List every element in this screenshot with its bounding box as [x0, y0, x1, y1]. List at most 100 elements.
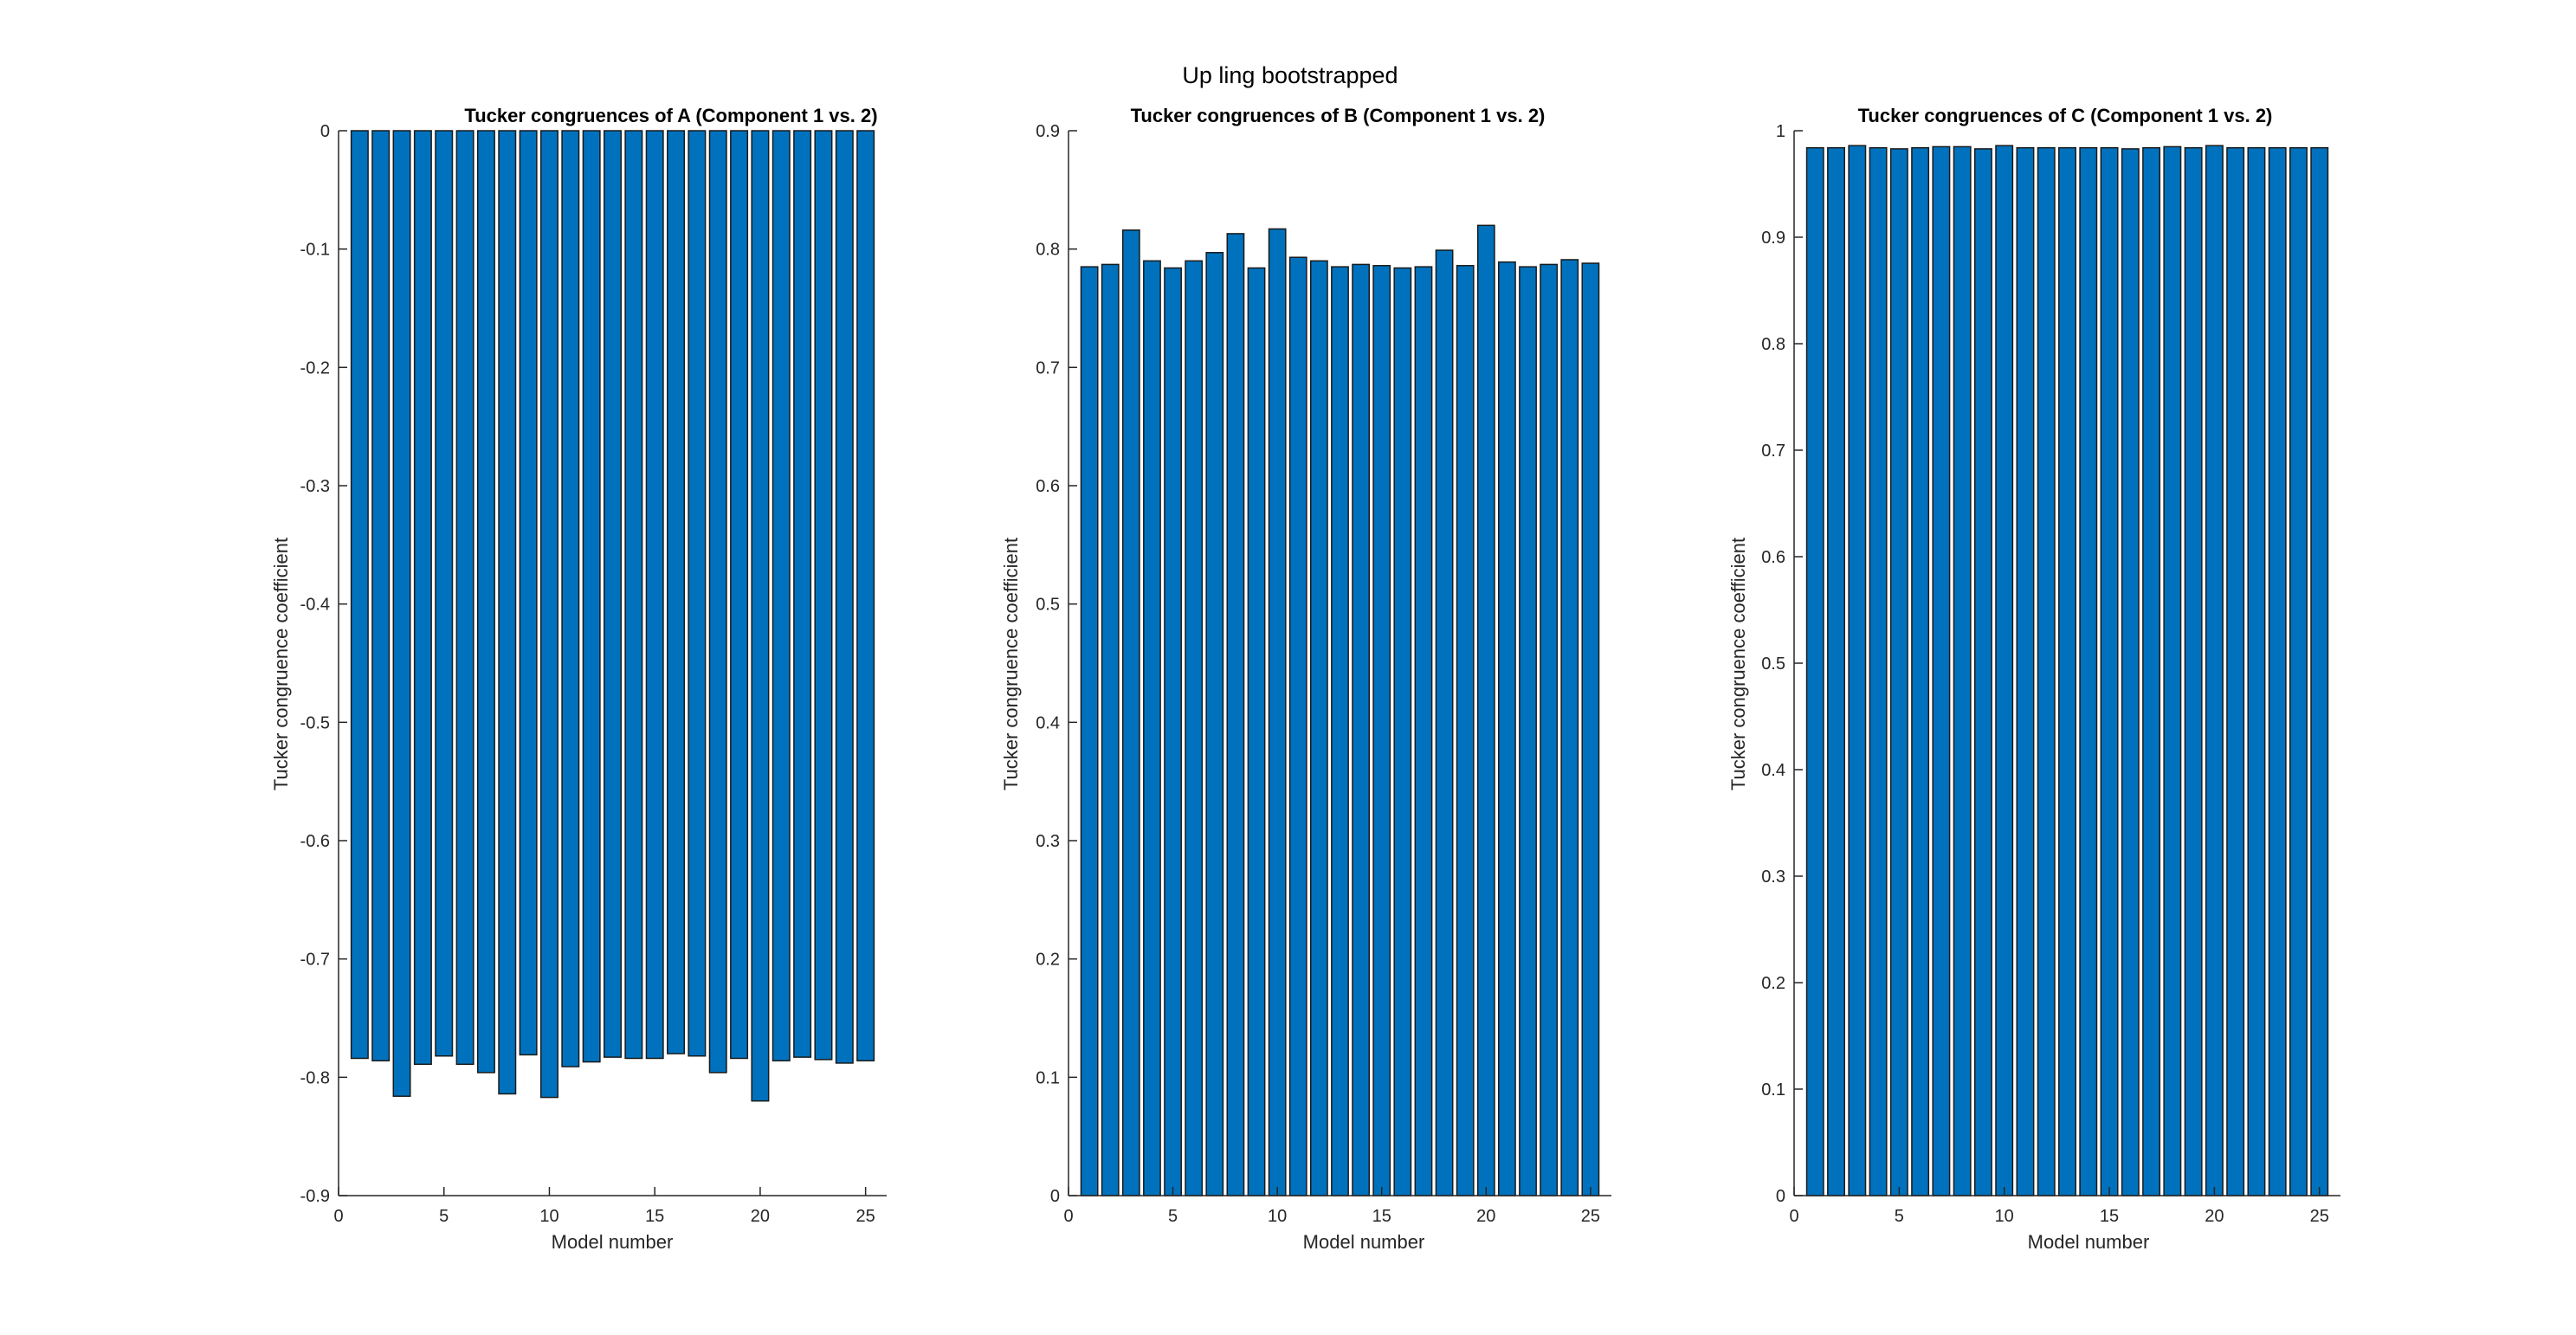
subplot-c-ytick-label: 0.4 [1761, 761, 1785, 780]
figure-title: Up ling bootstrapped [1182, 62, 1398, 88]
subplot-b: Tucker congruences of B (Component 1 vs.… [1000, 105, 1611, 1253]
subplot-a-ytick-label: -0.2 [300, 358, 330, 377]
subplot-a-bar-24 [835, 130, 854, 1064]
subplot-a-bar-4 [413, 130, 432, 1066]
subplot-b-bar-8 [1226, 233, 1245, 1196]
subplot-a-bar-5 [435, 130, 454, 1057]
subplot-a-plot: -0.9 -0.8 -0.7 -0.6 -0.5 -0.4 -0.3 -0.2 -0.1 0 0 5 1… [300, 122, 887, 1226]
subplot-a-xtick-label: 15 [645, 1207, 664, 1226]
subplot-c-ytick-label: 0.1 [1761, 1080, 1785, 1100]
subplot-a-bar-13 [604, 130, 622, 1058]
subplot-a-ytick-label: -0.3 [300, 477, 330, 496]
subplot-b-bar-6 [1185, 260, 1204, 1196]
subplot-a-bar-25 [856, 130, 875, 1061]
subplot-a-bar-17 [688, 130, 707, 1057]
subplot-c-bar-7 [1932, 145, 1951, 1196]
subplot-b-xtick-label: 5 [1168, 1207, 1178, 1226]
subplot-a-xtick-label: 20 [751, 1207, 770, 1226]
subplot-b-ytick-label: 0.6 [1036, 477, 1060, 496]
subplot-c-bar-19 [2184, 146, 2203, 1196]
subplot-b-xtick-label: 15 [1372, 1207, 1391, 1226]
subplot-c-bar-6 [1911, 146, 1930, 1196]
subplot-b-bar-5 [1164, 267, 1182, 1196]
subplot-b-plot: 0 0.1 0.2 0.3 0.4 0.5 0.6 0.7 0.8 0.9 0 5 10 15 20 25 [1036, 122, 1611, 1226]
subplot-b-title: Tucker congruences of B (Component 1 vs.… [1131, 105, 1546, 126]
subplot-a-bar-11 [561, 130, 580, 1067]
subplot-a-ytick-label: 0 [320, 122, 330, 141]
subplot-c-xtick-label: 0 [1789, 1207, 1798, 1226]
subplot-a-bar-3 [392, 130, 411, 1097]
subplot-c-bar-20 [2205, 145, 2224, 1196]
subplot-b-ytick-label: 0 [1050, 1187, 1060, 1206]
subplot-a-bar-14 [624, 130, 643, 1060]
subplot-b-bar-24 [1560, 259, 1579, 1196]
subplot-b-xtick-label: 0 [1063, 1207, 1073, 1226]
subplot-b-bar-9 [1247, 267, 1266, 1196]
subplot-b-bar-1 [1080, 266, 1099, 1196]
subplot-c-bar-21 [2226, 146, 2245, 1196]
subplot-b-bar-12 [1309, 260, 1328, 1196]
subplot-c-ytick-label: 0.8 [1761, 335, 1785, 354]
subplot-b-bar-11 [1288, 256, 1307, 1196]
subplot-c-xtick-label: 10 [1995, 1207, 2014, 1226]
subplot-a-ytick-label: -0.1 [300, 241, 330, 260]
subplot-b-bar-10 [1268, 228, 1287, 1196]
subplot-a-ytick-label: -0.8 [300, 1068, 330, 1087]
subplot-c-xlabel: Model number [2028, 1231, 2150, 1253]
subplot-a-ytick-label: -0.7 [300, 951, 330, 970]
subplot-a-ytick-label: -0.6 [300, 832, 330, 851]
subplot-b-bar-20 [1476, 224, 1495, 1196]
subplot-a-bar-23 [814, 130, 833, 1061]
subplot-a-bar-7 [476, 130, 495, 1074]
subplot-b-xtick-label: 25 [1581, 1207, 1600, 1226]
subplot-c-bar-5 [1889, 148, 1908, 1196]
subplot-c-bar-11 [2016, 146, 2035, 1196]
subplot-a-bar-18 [708, 130, 727, 1074]
subplot-c-ytick-label: 0 [1776, 1187, 1785, 1206]
subplot-b-bar-18 [1435, 249, 1454, 1196]
subplot-c-bar-14 [2079, 146, 2098, 1196]
subplot-c-bar-3 [1848, 145, 1867, 1196]
subplot-a-xtick-label: 0 [333, 1207, 343, 1226]
subplot-c-bar-18 [2163, 145, 2182, 1196]
subplot-c-bar-23 [2268, 146, 2287, 1196]
subplot-c-bar-17 [2142, 146, 2161, 1196]
subplot-b-ytick-label: 0.2 [1036, 951, 1060, 970]
subplot-b-ytick-label: 0.8 [1036, 241, 1060, 260]
subplot-b-bar-22 [1519, 266, 1537, 1196]
subplot-c-ytick-label: 0.5 [1761, 655, 1785, 674]
subplot-a-bar-15 [645, 130, 664, 1060]
subplot-b-xtick-label: 20 [1476, 1207, 1495, 1226]
subplot-b-bar-4 [1143, 260, 1161, 1196]
subplot-a-title: Tucker congruences of A (Component 1 vs.… [464, 105, 877, 126]
subplot-c-bar-16 [2121, 148, 2140, 1196]
subplot-a-xtick-label: 5 [439, 1207, 449, 1226]
subplot-c-bar-12 [2037, 146, 2056, 1196]
subplot-b-bar-25 [1581, 262, 1600, 1196]
subplot-a-bar-8 [498, 130, 517, 1095]
subplot-c-ytick-label: 0.2 [1761, 974, 1785, 993]
subplot-c-bar-9 [1973, 148, 1992, 1196]
subplot-a-bar-22 [793, 130, 812, 1058]
subplot-b-ylabel: Tucker congruence coefficient [1000, 538, 1022, 790]
subplot-c-bar-10 [1995, 145, 2014, 1196]
subplot-c-bar-22 [2247, 146, 2266, 1196]
subplot-c-bar-4 [1869, 146, 1888, 1196]
subplot-c-ytick-label: 0.3 [1761, 867, 1785, 887]
subplot-c-bar-8 [1953, 145, 1972, 1196]
subplot-a-bar-20 [751, 130, 770, 1102]
subplot-b-ytick-label: 0.5 [1036, 596, 1060, 615]
subplot-c-xtick-label: 15 [2100, 1207, 2119, 1226]
subplot-b-ytick-label: 0.7 [1036, 358, 1060, 377]
subplot-b-bar-19 [1456, 265, 1475, 1196]
subplot-b-ytick-label: 0.9 [1036, 122, 1060, 141]
subplot-b-ytick-label: 0.3 [1036, 832, 1060, 851]
subplot-a-xlabel: Model number [552, 1231, 674, 1253]
subplot-c-title: Tucker congruences of C (Component 1 vs.… [1858, 105, 2273, 126]
subplot-c-xtick-label: 5 [1895, 1207, 1904, 1226]
subplot-c-bar-25 [2310, 146, 2329, 1196]
subplot-b-bar-21 [1498, 261, 1516, 1196]
subplot-a-bar-1 [350, 130, 369, 1060]
subplot-b-bar-2 [1101, 263, 1120, 1196]
subplot-c-bar-24 [2289, 146, 2308, 1196]
